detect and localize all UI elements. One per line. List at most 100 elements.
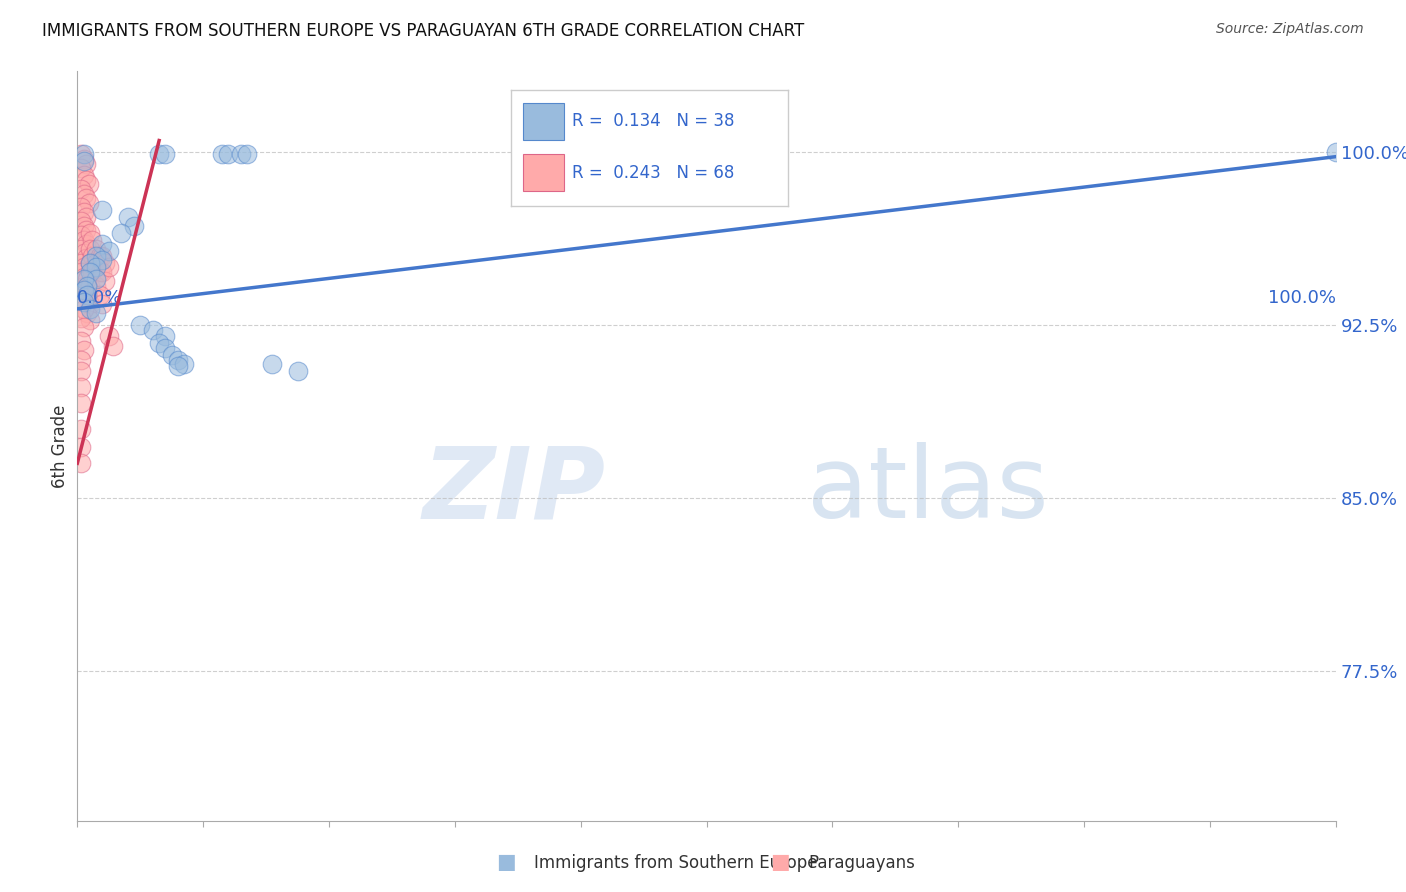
Point [79, 265, 101, 279]
Point [70, 364, 93, 378]
Text: atlas: atlas [807, 442, 1049, 540]
Point [72, 343, 94, 358]
Point [72, 272, 94, 286]
Point [75, 210, 97, 224]
Point [72, 233, 94, 247]
Point [77, 178, 100, 192]
Point [77, 195, 100, 210]
Point [91, 237, 114, 252]
Point [82, 233, 104, 247]
Point [84, 306, 107, 320]
Point [75, 191, 97, 205]
Point [70, 214, 93, 228]
Point [122, 219, 145, 233]
Point [72, 205, 94, 219]
Point [72, 260, 94, 275]
Point [155, 329, 177, 343]
Point [79, 242, 101, 256]
Point [155, 147, 177, 161]
Point [70, 352, 93, 367]
Point [79, 256, 101, 270]
Point [70, 380, 93, 394]
Point [72, 301, 94, 316]
Point [70, 311, 93, 326]
Point [79, 297, 101, 311]
Point [79, 278, 101, 293]
Point [76, 272, 98, 286]
Point [110, 226, 132, 240]
Point [94, 274, 117, 288]
Point [79, 226, 101, 240]
Point [89, 249, 111, 263]
Y-axis label: 6th Grade: 6th Grade [51, 404, 69, 488]
Text: ■: ■ [496, 853, 516, 872]
Point [229, 147, 252, 161]
Point [84, 249, 107, 263]
Point [79, 301, 101, 316]
Point [84, 272, 107, 286]
Point [91, 265, 114, 279]
Point [82, 265, 104, 279]
Point [76, 288, 98, 302]
Text: IMMIGRANTS FROM SOUTHERN EUROPE VS PARAGUAYAN 6TH GRADE CORRELATION CHART: IMMIGRANTS FROM SOUTHERN EUROPE VS PARAG… [42, 22, 804, 40]
Point [72, 278, 94, 293]
Point [70, 440, 93, 454]
Text: Paraguayans: Paraguayans [808, 855, 915, 872]
Text: ■: ■ [770, 853, 790, 872]
Point [160, 348, 183, 362]
Point [167, 352, 190, 367]
Point [79, 256, 101, 270]
Point [70, 161, 93, 176]
Point [97, 329, 120, 343]
Point [70, 147, 93, 161]
Point [148, 336, 170, 351]
Point [70, 396, 93, 410]
Point [70, 242, 93, 256]
Point [236, 147, 259, 161]
Point [287, 364, 309, 378]
Point [148, 147, 170, 161]
Point [129, 318, 152, 332]
Point [72, 294, 94, 309]
Point [72, 284, 94, 298]
Point [76, 288, 98, 302]
Point [262, 357, 284, 371]
Point [84, 260, 107, 275]
Point [70, 456, 93, 470]
Point [89, 265, 111, 279]
Point [84, 242, 107, 256]
Text: Immigrants from Southern Europe: Immigrants from Southern Europe [534, 855, 818, 872]
Point [70, 422, 93, 436]
Point [91, 253, 114, 268]
Point [142, 322, 165, 336]
Text: 100.0%: 100.0% [1268, 289, 1336, 307]
Point [72, 168, 94, 182]
Point [79, 313, 101, 327]
Point [72, 219, 94, 233]
Point [91, 249, 114, 263]
Point [217, 147, 239, 161]
Point [173, 357, 195, 371]
Point [155, 341, 177, 355]
Point [1324, 145, 1347, 159]
Point [94, 256, 117, 270]
Point [97, 260, 120, 275]
Point [97, 244, 120, 259]
Point [84, 256, 107, 270]
Point [70, 284, 93, 298]
Point [72, 269, 94, 284]
Point [167, 359, 190, 374]
Point [117, 210, 139, 224]
Point [75, 223, 97, 237]
Point [72, 186, 94, 201]
Text: ZIP: ZIP [423, 442, 606, 540]
Point [70, 265, 93, 279]
Point [91, 297, 114, 311]
Point [101, 339, 124, 353]
Point [89, 288, 111, 302]
Point [84, 278, 107, 293]
Point [75, 251, 97, 265]
Point [70, 293, 93, 307]
Point [76, 306, 98, 320]
Point [82, 249, 104, 263]
